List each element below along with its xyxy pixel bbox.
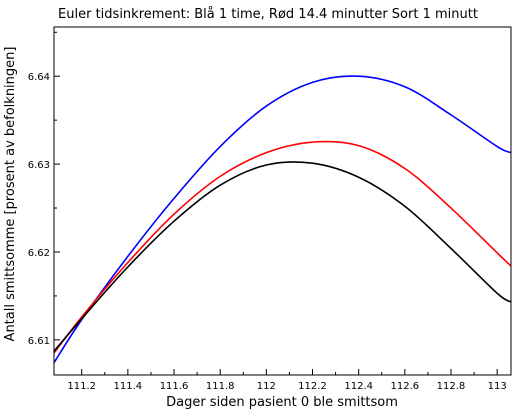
x-tick-label: 111.2 (67, 381, 96, 392)
x-tick-label: 112.2 (298, 381, 327, 392)
series-line-1 (53, 140, 512, 354)
plot-series-group (53, 75, 512, 364)
x-tick-label: 112.6 (391, 381, 420, 392)
y-tick-label: 6.61 (28, 336, 50, 347)
x-axis: 111.2 111.4 111.6 111.8 112 112.2 112.4 112.6 11… (67, 369, 507, 392)
plot-frame (53, 26, 512, 376)
x-tick-label: 112.4 (344, 381, 373, 392)
y-tick-label: 6.62 (28, 248, 50, 259)
x-axis-label: Dager siden pasient 0 ble smittsom (166, 395, 398, 410)
y-axis: 6.61 6.62 6.63 6.64 (28, 31, 60, 347)
x-tick-label: 112 (257, 381, 276, 392)
x-tick-label: 111.4 (114, 381, 143, 392)
y-tick-label: 6.64 (28, 72, 50, 83)
chart-title: Euler tidsinkrement: Blå 1 time, Rød 14.… (58, 7, 478, 22)
series-line-2 (53, 161, 512, 352)
x-tick-label: 112.8 (437, 381, 466, 392)
series-line-0 (53, 75, 512, 364)
y-tick-label: 6.63 (28, 160, 50, 171)
x-tick-label: 111.8 (206, 381, 235, 392)
y-axis-label: Antall smittsomme [prosent av befolkning… (3, 47, 18, 342)
x-tick-label: 113 (488, 381, 507, 392)
x-tick-label: 111.6 (160, 381, 189, 392)
